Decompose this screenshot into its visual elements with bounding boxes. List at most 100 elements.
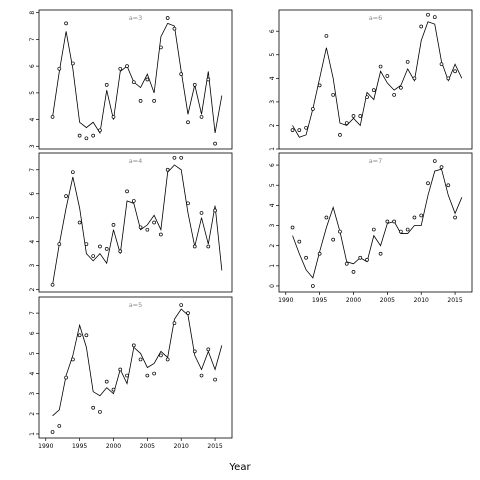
observed-point	[172, 321, 177, 326]
observed-point	[98, 409, 102, 414]
observed-point	[199, 115, 204, 119]
observed-point	[412, 215, 417, 220]
observed-point	[152, 99, 156, 103]
observed-point	[405, 59, 410, 64]
observed-point	[344, 121, 349, 125]
observed-point	[64, 375, 68, 380]
observed-point	[57, 242, 62, 246]
y-tick-label: 3	[269, 100, 276, 104]
observed-point	[199, 373, 204, 378]
observed-point	[77, 133, 82, 138]
observed-point	[57, 424, 62, 428]
observed-point	[138, 225, 143, 230]
y-tick-label: 5	[29, 351, 36, 355]
observed-point	[159, 45, 163, 50]
observed-point	[71, 170, 75, 175]
panel-frame	[38, 296, 233, 439]
y-tick-label: 3	[29, 392, 36, 396]
fit-line-a4	[52, 164, 223, 285]
panel-a7: a=7 0 1 2 3 4 5 6 1990 1995 2000 2005 2010 2015	[269, 152, 473, 304]
y-tick-label: 6	[29, 192, 36, 196]
y-tick-label: 2	[269, 244, 276, 248]
observed-point	[57, 66, 62, 71]
observed-point	[111, 115, 116, 119]
observed-point	[179, 303, 184, 307]
x-tick-label: 1990	[38, 443, 53, 450]
y-tick-label: 2	[29, 288, 36, 292]
x-tick-label: 1995	[312, 297, 327, 304]
observed-point	[104, 82, 109, 87]
panel-frame	[278, 9, 473, 150]
observed-point	[84, 136, 89, 141]
observed-point	[358, 255, 363, 260]
observed-point	[446, 183, 451, 188]
observed-point	[131, 80, 136, 85]
panel-title: a=3	[129, 14, 143, 22]
observed-point	[152, 220, 156, 225]
observed-point	[351, 114, 356, 118]
y-tick-label: 3	[29, 264, 36, 268]
observed-point	[399, 85, 403, 90]
y-tick-label: 4	[29, 371, 36, 375]
observed-point	[91, 405, 96, 410]
y-tick-label: 7	[29, 37, 36, 41]
y-tick-label: 4	[29, 240, 36, 244]
observed-point	[84, 242, 89, 246]
observed-point	[392, 219, 396, 224]
observed-point	[77, 333, 82, 338]
observed-point	[131, 343, 136, 348]
observed-point	[145, 77, 150, 82]
observed-point	[371, 88, 376, 92]
observed-point	[213, 208, 217, 213]
observed-point	[192, 349, 197, 354]
y-tick-label: 1	[269, 264, 276, 268]
observed-point	[125, 373, 129, 378]
observed-point	[297, 239, 302, 244]
observed-point	[50, 430, 55, 434]
observed-point	[104, 247, 109, 251]
observed-point	[365, 95, 369, 100]
y-tick-label: 6	[269, 163, 276, 167]
observed-point	[290, 128, 295, 133]
y-tick-label: 7	[29, 311, 36, 315]
y-tick-label: 2	[269, 123, 276, 127]
fit-line-a7	[292, 168, 463, 279]
observed-point	[297, 128, 302, 133]
observed-point	[98, 244, 102, 249]
x-tick-label: 2015	[207, 443, 222, 450]
observed-point	[331, 237, 336, 242]
y-tick-label: 1	[29, 432, 36, 436]
observed-point	[331, 92, 336, 97]
x-tick-label: 2010	[414, 297, 429, 304]
observed-point	[199, 211, 204, 215]
fit-line-a3	[52, 22, 223, 135]
y-tick-label: 4	[269, 203, 276, 207]
observed-point	[179, 155, 184, 160]
observed-point	[324, 34, 329, 38]
panel-frame	[38, 9, 233, 150]
x-tick-label: 2015	[447, 297, 462, 304]
observed-point	[405, 227, 410, 232]
observed-point	[344, 261, 349, 266]
observed-point	[412, 76, 417, 81]
observed-point	[371, 227, 376, 232]
observed-point	[453, 215, 457, 220]
x-tick-label: 2000	[106, 443, 121, 450]
observed-point	[186, 120, 190, 125]
x-axis-label: Year	[228, 462, 251, 473]
panel-frame	[278, 152, 473, 293]
observed-point	[385, 74, 390, 78]
y-tick-label: 7	[29, 168, 36, 172]
observed-point	[118, 66, 123, 71]
observed-point	[172, 26, 177, 31]
y-tick-label: 5	[269, 183, 276, 187]
observed-point	[111, 387, 116, 392]
observed-point	[125, 189, 129, 194]
observed-point	[118, 249, 123, 254]
y-tick-label: 4	[29, 118, 36, 122]
panel-title: a=5	[129, 301, 143, 309]
observed-point	[91, 254, 96, 258]
panels: a=3 3 4 5 6 7 8 a=6 1 2 3 4 5 6 a=4 2 3 4 5 6 7 a=7 0 1 2 3 4 5 6 199…	[29, 9, 473, 450]
observed-point	[324, 215, 329, 220]
